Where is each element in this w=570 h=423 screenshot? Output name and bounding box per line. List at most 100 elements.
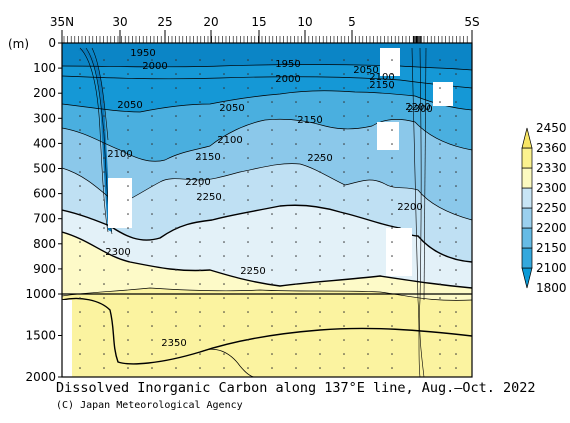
colorbar-label: 2300 <box>536 181 567 195</box>
sample-dot <box>247 213 249 215</box>
sample-dot <box>271 241 273 243</box>
sample-dot <box>127 325 129 327</box>
sample-dot <box>247 297 249 299</box>
y-tick-label: 400 <box>33 136 56 150</box>
sample-dot <box>319 199 321 201</box>
sample-dot <box>343 59 345 61</box>
sample-dot <box>151 129 153 131</box>
contour-value-label: 2200 <box>405 102 430 113</box>
sample-dot <box>247 199 249 201</box>
colorbar-label: 2150 <box>536 241 567 255</box>
sample-dot <box>127 255 129 257</box>
y-tick-label: 900 <box>33 262 56 276</box>
sample-dot <box>127 241 129 243</box>
contour-value-label: 2300 <box>105 247 130 258</box>
contour-line <box>62 90 472 113</box>
sample-dot <box>319 241 321 243</box>
sample-dot <box>223 269 225 271</box>
sample-dot <box>271 213 273 215</box>
sample-dot <box>295 297 297 299</box>
sample-dot <box>103 143 105 145</box>
sample-dot <box>151 185 153 187</box>
contour-value-label: 2250 <box>240 266 265 277</box>
sample-dot <box>439 59 441 61</box>
sample-dot <box>103 297 105 299</box>
sample-dot <box>367 283 369 285</box>
sample-dot <box>223 115 225 117</box>
sample-dot <box>439 283 441 285</box>
sample-dot <box>391 101 393 103</box>
contour-line <box>62 297 472 365</box>
sample-dot <box>319 311 321 313</box>
colorbar-swatch <box>521 187 533 209</box>
sample-dot <box>79 367 81 369</box>
sample-dot <box>391 59 393 61</box>
sample-dot <box>319 353 321 355</box>
sample-dot <box>455 87 457 89</box>
sample-dot <box>103 241 105 243</box>
sample-dot <box>295 157 297 159</box>
sample-dot <box>319 59 321 61</box>
sample-dot <box>295 241 297 243</box>
sample-dot <box>295 325 297 327</box>
sample-dot <box>391 325 393 327</box>
sample-dot <box>127 185 129 187</box>
sample-dot <box>151 325 153 327</box>
sample-dot <box>127 115 129 117</box>
sample-dot <box>367 325 369 327</box>
sample-dot <box>319 339 321 341</box>
contour-line <box>199 348 256 377</box>
sample-dot <box>175 297 177 299</box>
y-axis: 100 200 300 400 500 600 700 800 900 1000 0 1500 2000 <box>25 36 62 384</box>
sample-dot <box>127 311 129 313</box>
sample-dot <box>367 255 369 257</box>
contour-value-label: 1950 <box>275 59 300 70</box>
sample-dot <box>247 339 249 341</box>
sample-dot <box>271 101 273 103</box>
sample-dot <box>295 59 297 61</box>
sample-dot <box>223 199 225 201</box>
sample-dot <box>79 213 81 215</box>
y-tick-label: 200 <box>33 86 56 100</box>
sample-dot <box>151 213 153 215</box>
sample-dot <box>439 353 441 355</box>
sample-dot <box>175 255 177 257</box>
colorbar-swatch <box>521 147 533 169</box>
sample-dot <box>103 213 105 215</box>
sample-dot <box>247 325 249 327</box>
sample-dot <box>455 339 457 341</box>
sample-dot <box>127 157 129 159</box>
x-tick-label: 5 <box>348 15 356 29</box>
sample-dot <box>199 59 201 61</box>
sample-dot <box>79 269 81 271</box>
sample-dot <box>79 59 81 61</box>
sample-dot <box>247 59 249 61</box>
sample-dot <box>391 199 393 201</box>
sample-dot <box>175 325 177 327</box>
colorbar-swatch <box>521 267 533 289</box>
sample-dot <box>223 353 225 355</box>
contour-line <box>62 64 472 71</box>
sample-dot <box>295 87 297 89</box>
sample-dot <box>247 87 249 89</box>
sample-dot <box>439 157 441 159</box>
contour-value-label: 2100 <box>369 72 394 83</box>
sample-dot <box>319 115 321 117</box>
x-tick-label: 30 <box>112 15 127 29</box>
sample-dot <box>79 171 81 173</box>
sample-dot <box>79 185 81 187</box>
sample-dot <box>199 283 201 285</box>
sample-dot <box>247 73 249 75</box>
contour-value-label: 2050 <box>353 65 378 76</box>
x-tick-label: 5S <box>464 15 479 29</box>
sample-dot <box>391 283 393 285</box>
sample-dot <box>391 367 393 369</box>
sample-dot <box>127 171 129 173</box>
contour-line <box>62 287 472 301</box>
y-tick-label: 600 <box>33 187 56 201</box>
sample-dot <box>79 325 81 327</box>
sample-dot <box>151 339 153 341</box>
sample-dot <box>455 101 457 103</box>
sample-dot <box>127 269 129 271</box>
